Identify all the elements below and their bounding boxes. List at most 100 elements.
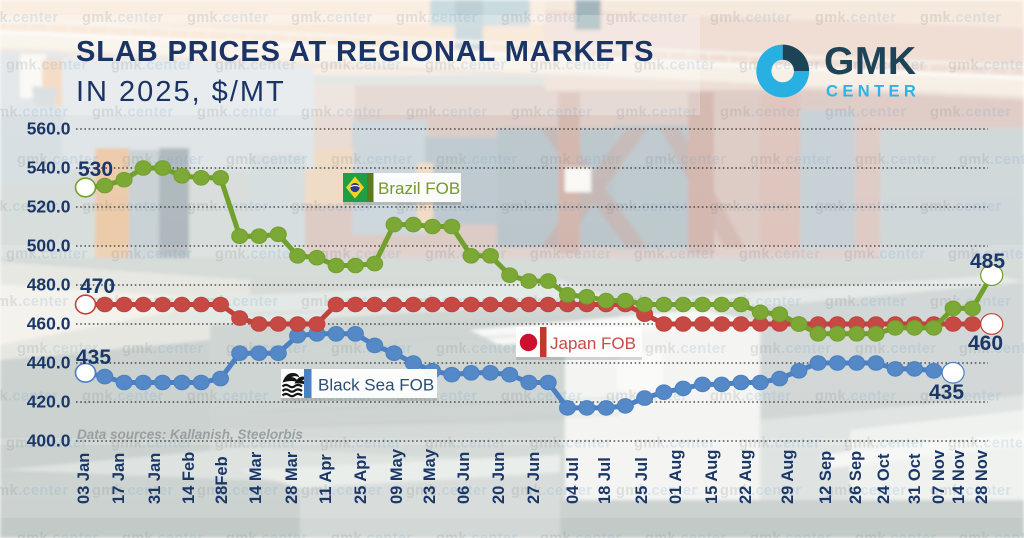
svg-text:gmk.center: gmk.center xyxy=(844,57,925,73)
svg-text:11 Apr: 11 Apr xyxy=(317,454,335,504)
svg-text:06 Jun: 06 Jun xyxy=(455,452,473,504)
svg-text:23 May: 23 May xyxy=(421,448,439,504)
svg-text:22 Aug: 22 Aug xyxy=(737,450,755,504)
svg-text:gmk.center: gmk.center xyxy=(920,10,1001,26)
svg-text:03 Jan: 03 Jan xyxy=(75,453,93,504)
svg-text:gmk.center: gmk.center xyxy=(436,530,517,538)
svg-text:gmk.center: gmk.center xyxy=(0,294,68,310)
svg-text:gmk.center: gmk.center xyxy=(320,57,401,73)
svg-text:gmk.center: gmk.center xyxy=(82,199,163,215)
svg-text:gmk.center: gmk.center xyxy=(122,341,203,357)
svg-text:gmk.center: gmk.center xyxy=(710,388,791,404)
svg-text:gmk.center: gmk.center xyxy=(616,105,697,121)
svg-text:gmk.center: gmk.center xyxy=(17,341,98,357)
svg-text:27 Jun: 27 Jun xyxy=(525,452,543,504)
svg-text:gmk.center: gmk.center xyxy=(948,247,1024,263)
svg-text:gmk.center: gmk.center xyxy=(645,152,726,168)
svg-text:gmk.center: gmk.center xyxy=(530,247,611,263)
svg-text:460.0: 460.0 xyxy=(27,314,71,334)
svg-text:gmk.center: gmk.center xyxy=(645,530,726,538)
svg-text:gmk.center: gmk.center xyxy=(530,436,611,452)
svg-text:GMK: GMK xyxy=(824,40,917,83)
svg-text:gmk.center: gmk.center xyxy=(825,483,906,499)
svg-text:gmk.center: gmk.center xyxy=(606,10,687,26)
svg-text:gmk.center: gmk.center xyxy=(436,152,517,168)
svg-text:Data sources: Kallanish, Steel: Data sources: Kallanish, Steelorbis xyxy=(77,427,303,442)
svg-text:gmk.center: gmk.center xyxy=(930,483,1011,499)
svg-text:gmk.center: gmk.center xyxy=(17,530,98,538)
svg-text:gmk.center: gmk.center xyxy=(0,10,58,26)
svg-text:gmk.center: gmk.center xyxy=(825,294,906,310)
svg-text:25 Apr: 25 Apr xyxy=(352,453,370,504)
svg-text:gmk.center: gmk.center xyxy=(111,57,192,73)
svg-text:gmk.center: gmk.center xyxy=(215,57,296,73)
svg-text:gmk.center: gmk.center xyxy=(92,105,173,121)
svg-text:gmk.center: gmk.center xyxy=(634,57,715,73)
svg-text:gmk.center: gmk.center xyxy=(540,530,621,538)
svg-text:540.0: 540.0 xyxy=(27,158,71,178)
svg-text:520.0: 520.0 xyxy=(27,197,71,217)
svg-text:485: 485 xyxy=(970,250,1005,273)
svg-text:gmk.center: gmk.center xyxy=(634,247,715,263)
svg-text:gmk.center: gmk.center xyxy=(815,199,896,215)
svg-text:gmk.center: gmk.center xyxy=(948,436,1024,452)
svg-text:gmk.center: gmk.center xyxy=(616,483,697,499)
svg-text:gmk.center: gmk.center xyxy=(739,436,820,452)
svg-text:gmk.center: gmk.center xyxy=(82,388,163,404)
svg-text:24 Oct: 24 Oct xyxy=(875,453,893,504)
svg-text:14 Mar: 14 Mar xyxy=(247,451,265,504)
svg-text:gmk.center: gmk.center xyxy=(197,483,278,499)
svg-text:gmk.center: gmk.center xyxy=(425,436,506,452)
svg-text:gmk.center: gmk.center xyxy=(815,10,896,26)
svg-text:gmk.center: gmk.center xyxy=(331,530,412,538)
svg-text:gmk.center: gmk.center xyxy=(511,105,592,121)
svg-text:gmk.center: gmk.center xyxy=(501,199,582,215)
svg-text:07 Nov: 07 Nov xyxy=(930,449,948,504)
svg-text:SLAB PRICES AT REGIONAL MARKET: SLAB PRICES AT REGIONAL MARKETS xyxy=(76,36,654,68)
svg-text:gmk.center: gmk.center xyxy=(540,152,621,168)
svg-text:28 Nov: 28 Nov xyxy=(973,449,991,504)
svg-text:gmk.center: gmk.center xyxy=(844,247,925,263)
svg-text:480.0: 480.0 xyxy=(27,275,71,295)
svg-text:400.0: 400.0 xyxy=(27,431,71,451)
svg-text:gmk.center: gmk.center xyxy=(855,152,936,168)
svg-text:gmk.center: gmk.center xyxy=(111,247,192,263)
svg-text:420.0: 420.0 xyxy=(27,392,71,412)
svg-text:gmk.center: gmk.center xyxy=(406,105,487,121)
svg-text:gmk.center: gmk.center xyxy=(6,436,87,452)
svg-text:gmk.center: gmk.center xyxy=(511,483,592,499)
svg-text:gmk.center: gmk.center xyxy=(226,530,307,538)
svg-text:14 Feb: 14 Feb xyxy=(180,452,198,504)
svg-text:gmk.center: gmk.center xyxy=(406,483,487,499)
svg-text:20 Jun: 20 Jun xyxy=(490,452,508,504)
svg-text:gmk.center: gmk.center xyxy=(226,152,307,168)
svg-text:gmk.center: gmk.center xyxy=(930,105,1011,121)
svg-text:gmk.center: gmk.center xyxy=(396,199,477,215)
svg-text:28 Mar: 28 Mar xyxy=(283,451,301,504)
svg-text:gmk.center: gmk.center xyxy=(122,530,203,538)
svg-text:gmk.center: gmk.center xyxy=(320,436,401,452)
svg-text:29 Aug: 29 Aug xyxy=(779,450,797,504)
svg-text:435: 435 xyxy=(76,346,111,369)
svg-text:440.0: 440.0 xyxy=(27,353,71,373)
svg-text:17 Jan: 17 Jan xyxy=(110,453,128,504)
svg-text:435: 435 xyxy=(929,381,964,404)
svg-text:CENTER: CENTER xyxy=(826,83,920,101)
svg-text:gmk.center: gmk.center xyxy=(425,57,506,73)
svg-text:gmk.center: gmk.center xyxy=(215,247,296,263)
svg-text:15 Aug: 15 Aug xyxy=(703,450,721,504)
svg-text:gmk.center: gmk.center xyxy=(959,341,1024,357)
svg-text:gmk.center: gmk.center xyxy=(815,388,896,404)
svg-text:gmk.center: gmk.center xyxy=(710,199,791,215)
svg-text:gmk.center: gmk.center xyxy=(645,341,726,357)
svg-text:gmk.center: gmk.center xyxy=(948,57,1024,73)
svg-text:12 Sep: 12 Sep xyxy=(817,451,835,504)
svg-text:gmk.center: gmk.center xyxy=(187,388,268,404)
svg-text:26 Sep: 26 Sep xyxy=(847,451,865,504)
svg-text:Black Sea FOB: Black Sea FOB xyxy=(318,376,434,395)
svg-text:gmk.center: gmk.center xyxy=(197,294,278,310)
svg-text:gmk.center: gmk.center xyxy=(291,199,372,215)
svg-text:gmk.center: gmk.center xyxy=(92,483,173,499)
svg-text:gmk.center: gmk.center xyxy=(606,199,687,215)
svg-text:gmk.center: gmk.center xyxy=(215,436,296,452)
